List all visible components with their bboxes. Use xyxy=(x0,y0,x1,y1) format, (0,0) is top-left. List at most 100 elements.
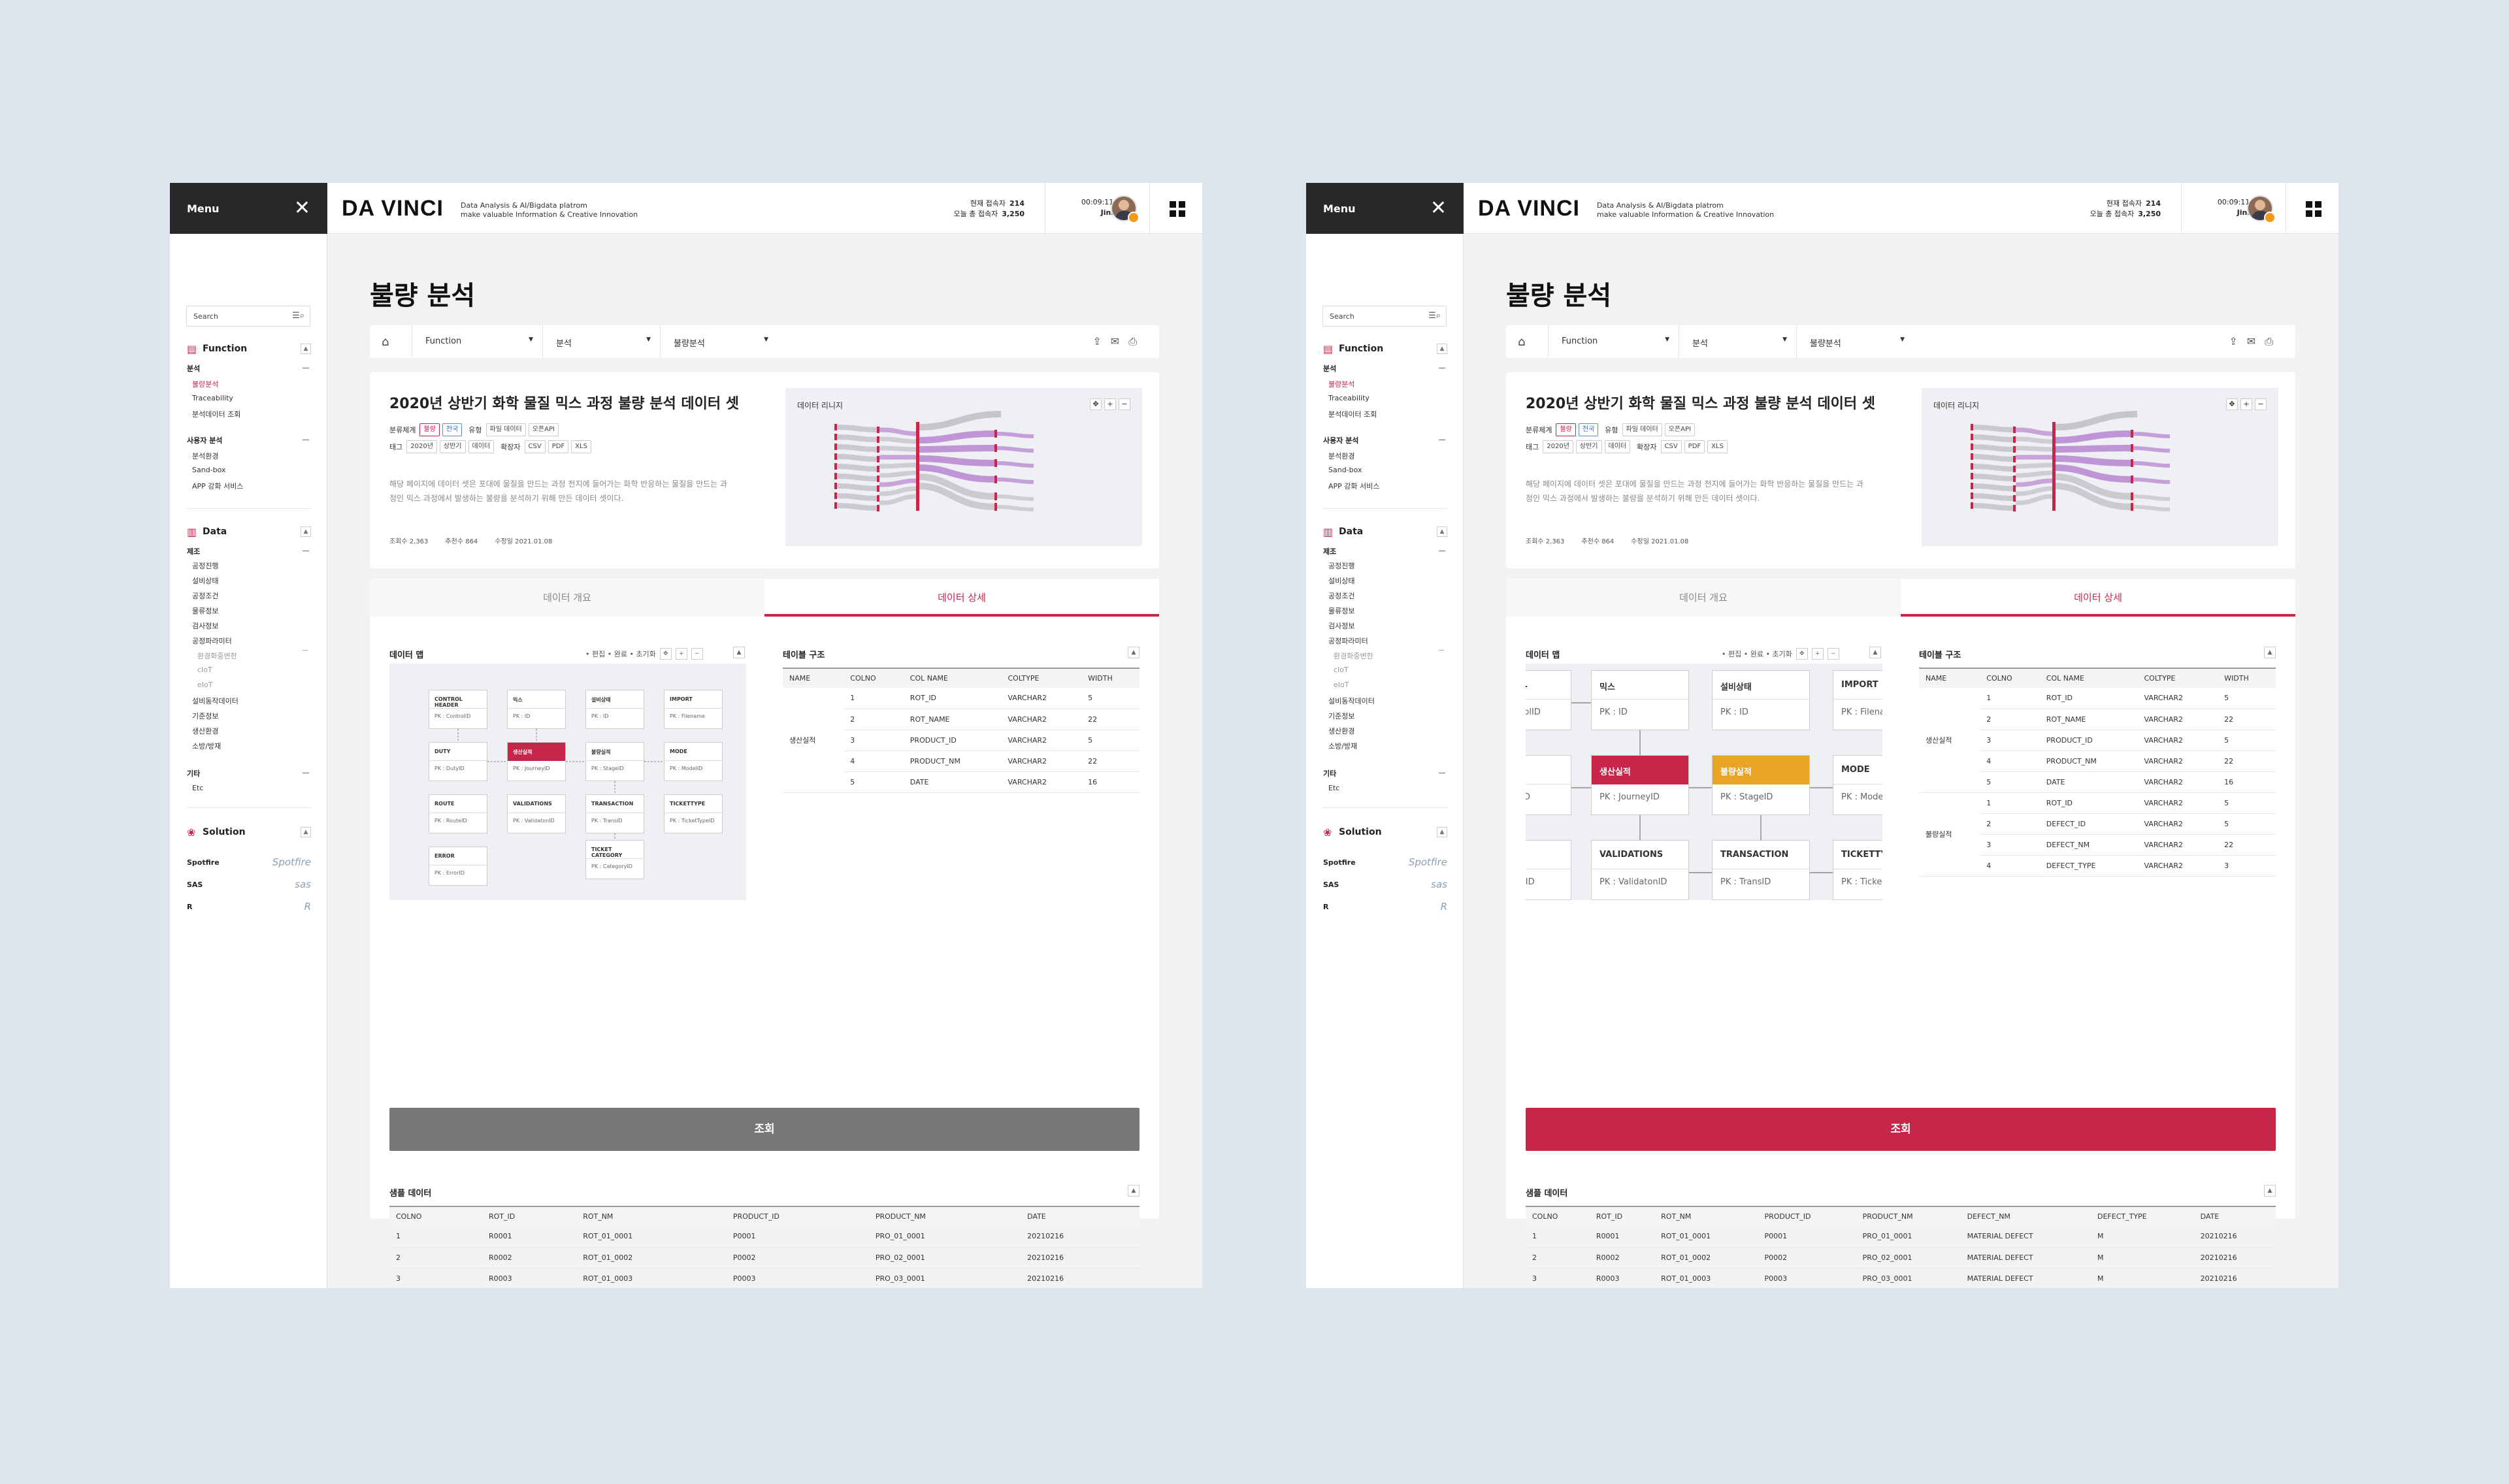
apps-grid-icon[interactable] xyxy=(1170,201,1185,217)
nav-item[interactable]: 공정조건 xyxy=(1328,592,1355,600)
zoom-in-icon[interactable]: + xyxy=(1104,398,1116,410)
entity-node[interactable]: VALIDATIONS PK : ValidatonID xyxy=(1591,840,1689,900)
close-icon[interactable]: ✕ xyxy=(1430,197,1447,219)
table-row[interactable]: 3 DEFECT_NM VARCHAR2 22 xyxy=(1919,834,2276,856)
nav-item[interactable]: 공정진행 xyxy=(192,562,219,570)
nav-group-analysis[interactable]: 분석 xyxy=(1323,364,1337,373)
table-row[interactable]: 2 ROT_NAME VARCHAR2 22 xyxy=(1919,709,2276,730)
table-row[interactable]: 3 R0003 ROT_01_0003 P0003 PRO_03_0001 2021021… xyxy=(389,1268,1140,1288)
zoom-out-icon[interactable]: − xyxy=(2255,398,2267,410)
query-button[interactable]: 조회 xyxy=(1526,1108,2276,1151)
section-data[interactable]: ▥ Data ▲ xyxy=(187,524,311,540)
nav-item[interactable]: 생산환경 xyxy=(192,727,219,735)
close-icon[interactable]: ✕ xyxy=(293,197,310,219)
breadcrumb-select[interactable]: 불량분석 ▼ xyxy=(1796,325,1914,358)
nav-item[interactable]: 불량분석 xyxy=(192,380,219,389)
print-icon[interactable]: ⎙ xyxy=(2265,335,2282,347)
fit-icon[interactable]: ✥ xyxy=(659,648,672,660)
map-edit-tools[interactable]: • 편집 • 완료 • 초기화 xyxy=(585,650,656,658)
entity-node[interactable]: 생산실적 PK : JourneyID xyxy=(1591,755,1689,815)
nav-item[interactable]: Sand-box xyxy=(1328,466,1362,474)
table-row[interactable]: 3 PRODUCT_ID VARCHAR2 5 xyxy=(783,730,1140,751)
entity-node[interactable]: IMPORT PK : Filename xyxy=(664,690,723,729)
section-function[interactable]: ▤ Function ▲ xyxy=(1323,341,1447,357)
lineage-graph[interactable] xyxy=(1922,388,2278,546)
section-data[interactable]: ▥ Data ▲ xyxy=(1323,524,1447,540)
nav-group-manufacturing[interactable]: 제조 xyxy=(187,547,201,556)
share-icon[interactable]: ⇪ xyxy=(2229,335,2247,347)
zoom-in-icon[interactable]: + xyxy=(675,648,687,660)
entity-node[interactable]: TICKET CATEGORY PK : CategoryID xyxy=(585,840,644,879)
entity-node[interactable]: 믹스 PK : ID xyxy=(1591,670,1689,730)
brand-logo[interactable]: DA VINCI xyxy=(342,196,444,221)
entity-node[interactable]: 생산실적 PK : JourneyID xyxy=(507,742,566,781)
table-row[interactable]: 4 PRODUCT_NM VARCHAR2 22 xyxy=(1919,750,2276,772)
lineage-graph[interactable] xyxy=(785,388,1142,546)
table-row[interactable]: 1 R0001 ROT_01_0001 P0001 PRO_01_0001 MATERIA… xyxy=(1526,1226,2276,1248)
collapse-icon[interactable]: ▲ xyxy=(301,827,311,837)
nav-group-manufacturing[interactable]: 제조 xyxy=(1323,547,1337,556)
entity-node[interactable]: 설비상태 PK : ID xyxy=(1712,670,1810,730)
table-row[interactable]: 생산실적 1 ROT_ID VARCHAR2 5 xyxy=(783,688,1140,793)
breadcrumb-select[interactable]: 분석 ▼ xyxy=(1679,325,1796,358)
entity-node[interactable]: 불량실적 PK : StageID xyxy=(1712,755,1810,815)
breadcrumb-select[interactable]: 분석 ▼ xyxy=(542,325,660,358)
collapse-icon[interactable]: ▲ xyxy=(1128,1185,1140,1197)
home-icon[interactable]: ⌂ xyxy=(382,335,389,349)
table-row[interactable]: 1 R0001 ROT_01_0001 P0001 PRO_01_0001 2021021… xyxy=(389,1226,1140,1248)
nav-item[interactable]: 소방/방재 xyxy=(1328,742,1358,750)
nav-item[interactable]: eIoT xyxy=(1334,681,1349,689)
collapse-icon[interactable]: ▲ xyxy=(733,647,745,658)
table-row[interactable]: 2 R0002 ROT_01_0002 P0002 PRO_02_0001 MATERIA… xyxy=(1526,1247,2276,1268)
collapse-icon[interactable]: ▲ xyxy=(1869,647,1881,658)
nav-item[interactable]: 공정파라미터 xyxy=(1328,637,1368,645)
search-input[interactable]: Search ☰⌕ xyxy=(1322,306,1447,327)
entity-node[interactable]: 믹스 PK : ID xyxy=(507,690,566,729)
nav-item[interactable]: cIoT xyxy=(1334,666,1349,674)
nav-item[interactable]: APP 강화 서비스 xyxy=(1328,482,1380,491)
entity-node[interactable]: MODE PK : ModelID xyxy=(1833,755,1882,815)
fit-icon[interactable]: ✥ xyxy=(2226,398,2238,410)
collapse-icon[interactable]: ▲ xyxy=(1437,827,1447,837)
tab-overview[interactable]: 데이터 개요 xyxy=(1506,579,1901,617)
collapse-icon[interactable]: ▲ xyxy=(1437,344,1447,354)
nav-item[interactable]: 소방/방재 xyxy=(192,742,221,750)
zoom-in-icon[interactable]: + xyxy=(1811,648,1824,660)
entity-node[interactable]: TICKETTYPE PK : TicketTypeID xyxy=(664,794,723,833)
zoom-out-icon[interactable]: − xyxy=(691,648,703,660)
entity-node[interactable]: ERROR PK : ErrorID xyxy=(429,847,487,886)
nav-item[interactable]: 공정진행 xyxy=(1328,562,1355,570)
table-row[interactable]: 4 DEFECT_TYPE VARCHAR2 3 xyxy=(1919,855,2276,877)
nav-item[interactable]: 설비상태 xyxy=(192,577,219,585)
nav-item[interactable]: APP 강화 서비스 xyxy=(192,482,244,491)
collapse-icon[interactable] xyxy=(303,650,308,651)
tab-detail[interactable]: 데이터 상세 xyxy=(1901,579,2295,617)
nav-item[interactable]: Traceability xyxy=(192,394,233,402)
solution-item[interactable]: SAS sas xyxy=(187,879,311,890)
map-edit-tools[interactable]: • 편집 • 완료 • 초기화 xyxy=(1722,650,1792,658)
nav-item[interactable]: 기준정보 xyxy=(192,712,219,720)
nav-item[interactable]: 분석데이터 조회 xyxy=(1328,410,1377,419)
nav-group-etc[interactable]: 기타 xyxy=(187,769,201,778)
collapse-icon[interactable]: ▲ xyxy=(1437,526,1447,537)
entity-node[interactable]: CONTROL HEADER PK : ControlID xyxy=(1526,670,1571,730)
nav-item[interactable]: 검사정보 xyxy=(192,622,219,630)
tab-detail[interactable]: 데이터 상세 xyxy=(764,579,1159,617)
solution-item[interactable]: Spotfire Spotfire xyxy=(1323,856,1447,868)
nav-item[interactable]: 설비상태 xyxy=(1328,577,1355,585)
collapse-icon[interactable]: ▲ xyxy=(2264,1185,2276,1197)
entity-node[interactable]: VALIDATIONS PK : ValidatonID xyxy=(507,794,566,833)
share-icon[interactable]: ⇪ xyxy=(1092,335,1111,347)
section-solution[interactable]: ❀ Solution ▲ xyxy=(1323,824,1447,840)
fit-icon[interactable]: ✥ xyxy=(1796,648,1808,660)
entity-node[interactable]: TRANSACTION PK : TransID xyxy=(1712,840,1810,900)
nav-group-analysis[interactable]: 분석 xyxy=(187,364,201,373)
collapse-icon[interactable]: ▲ xyxy=(1128,647,1140,658)
